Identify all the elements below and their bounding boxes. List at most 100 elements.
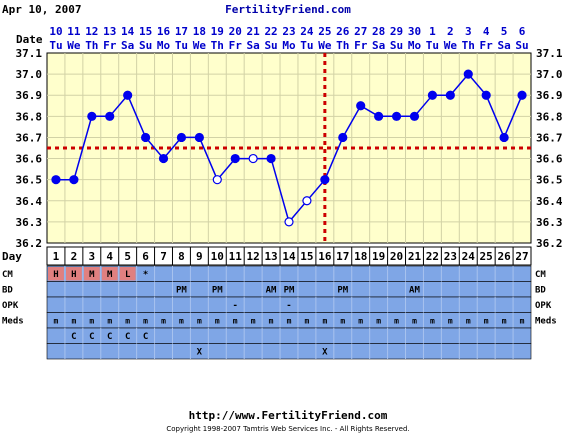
temperature-point xyxy=(158,153,169,164)
day-number: 25 xyxy=(480,250,493,263)
row-meds-value: m xyxy=(179,317,184,326)
row-meds-value: m xyxy=(197,317,202,326)
date-num: 1 xyxy=(429,25,436,38)
temperature-point xyxy=(374,111,384,121)
day-number: 9 xyxy=(196,250,203,263)
temperature-point xyxy=(481,90,491,100)
date-dow: Su xyxy=(390,39,403,52)
y-tick-label-left: 36.7 xyxy=(16,131,43,144)
temperature-point xyxy=(266,153,276,164)
row-extra1-value: C xyxy=(71,332,76,342)
chart-date: Apr 10, 2007 xyxy=(2,3,81,16)
site-name[interactable]: FertilityFriend.com xyxy=(225,3,351,16)
day-number: 6 xyxy=(142,250,149,263)
row-label-right-opk: OPK xyxy=(535,301,552,311)
row-extra1-value: C xyxy=(89,332,94,342)
cm-cell xyxy=(48,267,64,281)
row-bd-value: PM xyxy=(176,286,187,296)
row-bd-value: PM xyxy=(284,286,295,296)
temperature-point xyxy=(69,175,79,185)
y-tick-label-right: 36.9 xyxy=(536,89,563,102)
date-dow: Sa xyxy=(121,39,134,52)
temperature-point xyxy=(499,132,509,143)
y-tick-label-left: 36.6 xyxy=(16,153,43,166)
day-number: 12 xyxy=(247,250,260,263)
day-number: 13 xyxy=(264,250,277,263)
date-num: 5 xyxy=(501,25,508,38)
row-extra1-value: C xyxy=(125,332,130,342)
date-dow: Fr xyxy=(229,39,243,52)
day-number: 8 xyxy=(178,250,185,263)
date-num: 17 xyxy=(175,25,188,38)
y-tick-label-left: 37.0 xyxy=(16,68,43,81)
day-number: 18 xyxy=(354,250,367,263)
row-extra2-value: X xyxy=(322,348,328,358)
date-dow: Fr xyxy=(354,39,368,52)
row-meds-value: m xyxy=(448,317,453,326)
y-tick-label-left: 36.9 xyxy=(16,89,43,102)
row-meds-value: m xyxy=(484,317,489,326)
date-dow: We xyxy=(67,39,81,52)
date-num: 21 xyxy=(247,25,261,38)
row-label-left-cm: CM xyxy=(2,270,13,280)
temperature-point xyxy=(194,132,204,143)
row-bd-value: PM xyxy=(337,286,348,296)
row-meds-value: m xyxy=(340,317,345,326)
date-dow: Fr xyxy=(480,39,494,52)
date-num: 20 xyxy=(229,25,242,38)
row-meds-value: m xyxy=(287,317,292,326)
date-num: 12 xyxy=(85,25,98,38)
date-dow: Th xyxy=(211,39,224,52)
row-meds-value: m xyxy=(161,317,166,326)
temperature-point xyxy=(356,101,366,111)
y-axis-labels: 36.2 36.2 36.3 36.3 36.4 36.4 36.5 36.5 36.6 36.6… xyxy=(16,47,563,250)
row-meds-value: m xyxy=(305,317,310,326)
footer-url[interactable]: http://www.FertilityFriend.com xyxy=(189,409,388,422)
y-tick-label-left: 36.8 xyxy=(16,110,43,123)
date-num: 26 xyxy=(336,25,350,38)
cm-cell xyxy=(119,267,136,281)
date-dow: Tu xyxy=(426,39,439,52)
date-dow: We xyxy=(318,39,332,52)
y-tick-label-left: 37.1 xyxy=(16,47,43,60)
y-tick-label-right: 37.1 xyxy=(536,47,563,60)
date-dow: Tu xyxy=(300,39,313,52)
date-num: 14 xyxy=(121,25,135,38)
day-number: 24 xyxy=(462,250,476,263)
day-number: 21 xyxy=(408,250,422,263)
cm-cell xyxy=(83,267,100,281)
date-dow: Sa xyxy=(372,39,385,52)
date-dow: Mo xyxy=(157,39,171,52)
day-number: 26 xyxy=(497,250,511,263)
date-dow: Th xyxy=(336,39,349,52)
date-num: 11 xyxy=(67,25,81,38)
y-tick-label-right: 37.0 xyxy=(536,68,563,81)
y-tick-label-right: 36.4 xyxy=(536,195,563,208)
temperature-point xyxy=(176,132,187,143)
date-dow: Su xyxy=(139,39,152,52)
date-num: 10 xyxy=(49,25,62,38)
temperature-point xyxy=(212,175,222,185)
date-labels: 10Tu11We12Th13Fr14Sa15Su16Mo17Tu18We19Th… xyxy=(49,25,528,52)
row-cm-value: H xyxy=(53,270,58,280)
row-meds-value: m xyxy=(107,317,112,326)
row-label-left-opk: OPK xyxy=(2,301,19,311)
date-dow: Fr xyxy=(103,39,117,52)
day-row-bg xyxy=(46,246,532,266)
date-num: 15 xyxy=(139,25,152,38)
day-number: 17 xyxy=(336,250,349,263)
date-dow: Sa xyxy=(497,39,510,52)
date-num: 18 xyxy=(193,25,206,38)
row-meds-value: m xyxy=(466,317,471,326)
row-meds-value: m xyxy=(71,317,76,326)
row-cm-value: M xyxy=(107,270,113,280)
y-tick-label-left: 36.2 xyxy=(16,237,43,250)
y-tick-label-right: 36.6 xyxy=(536,153,563,166)
temperature-point xyxy=(123,90,133,100)
temperature-point xyxy=(105,111,115,121)
row-label-left-bd: BD xyxy=(2,286,13,296)
temperature-point xyxy=(445,90,455,100)
day-number: 14 xyxy=(282,250,296,263)
row-meds-value: m xyxy=(89,317,94,326)
